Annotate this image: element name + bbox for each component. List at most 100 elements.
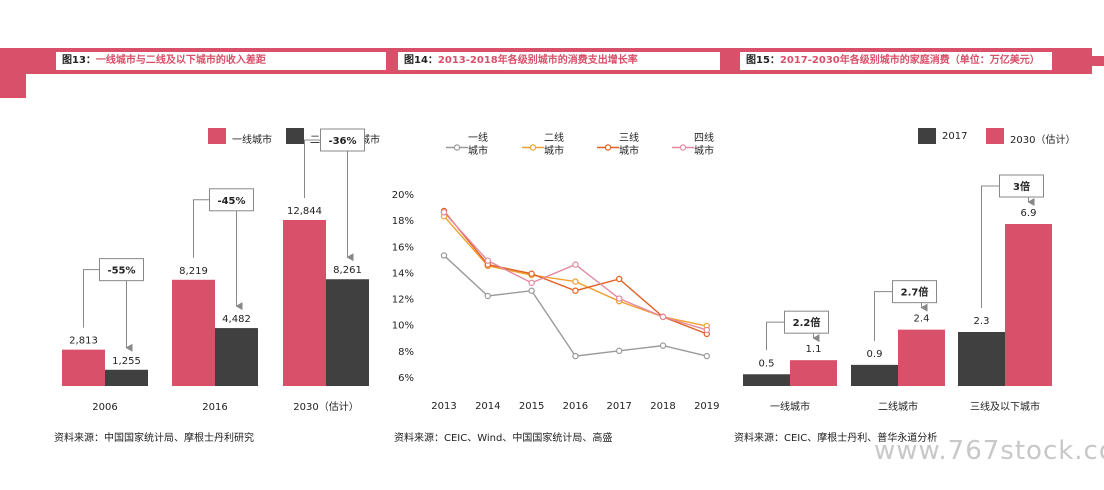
chart15-annotation: 3倍 [1013, 180, 1030, 193]
chart14-title: 图14：2013-2018年各级别城市的消费支出增长率 [398, 52, 720, 70]
chart15-title: 图15：2017-2030年各级别城市的家庭消费（单位：万亿美元） [740, 52, 1052, 70]
chart15-bar-2030 [790, 360, 837, 386]
chart14-xtick-label: 2016 [563, 401, 588, 412]
chart15-title-prefix: 图15： [746, 55, 780, 66]
chart13-annotation: -45% [217, 196, 245, 207]
chart14-point-tier4 [703, 326, 711, 334]
chart13-title-text: 一线城市与二线及以下城市的收入差距 [95, 55, 266, 66]
title-banner-end [1080, 56, 1104, 66]
chart14-title-text: 2013-2018年各级别城市的消费支出增长率 [437, 55, 638, 66]
chart13-legend-swatch-tier1 [208, 128, 226, 144]
chart14-point-tier1 [484, 292, 491, 300]
chart15-bar-2030 [898, 329, 945, 386]
chart14-point-tier3 [616, 275, 623, 283]
chart15-bar-2017 [958, 332, 1005, 386]
chart14-point-tier4 [528, 279, 535, 287]
chart14-ytick-label: 12% [392, 295, 414, 306]
chart14-point-tier1 [659, 342, 667, 349]
chart14-ytick-label: 16% [392, 242, 414, 253]
chart13-annotation-box [320, 128, 365, 152]
chart14-xtick-label: 2013 [431, 401, 456, 412]
chart13-bracket-right [125, 269, 144, 352]
chart13-legend-swatch-lower [286, 128, 304, 144]
chart15-bracket-left [981, 185, 1000, 308]
chart14-point-tier4 [572, 261, 579, 268]
chart14-xtick-label: 2017 [606, 401, 631, 412]
chart14-legend-marker-tier1 [446, 137, 468, 151]
chart15-bar-2017 [743, 374, 790, 386]
chart14-point-tier4 [484, 257, 491, 264]
chart13-value-label: 12,844 [287, 206, 322, 217]
chart14-line-tier3 [443, 210, 708, 335]
chart15-value-label: 6.9 [1021, 208, 1037, 219]
chart14-point-tier1 [616, 347, 623, 355]
chart14-point-tier3 [572, 287, 579, 294]
chart15-annotation-box [892, 280, 937, 304]
chart14-point-tier4 [616, 295, 623, 302]
chart13-bar-lower [215, 328, 258, 386]
chart13-title-prefix: 图13： [62, 55, 96, 66]
chart15-annotation: 2.2倍 [793, 316, 821, 329]
chart13-bar-tier1 [172, 279, 215, 386]
chart14-ytick-label: 10% [392, 321, 414, 332]
chart13-annotation-box [209, 188, 254, 212]
chart14-point-tier1 [572, 352, 579, 360]
chart14-legend-label-tier4: 四线 城市 [694, 133, 714, 157]
chart15-value-label: 0.5 [759, 358, 775, 369]
chart15-bar-2030 [1005, 224, 1052, 386]
chart15-category-label: 三线及以下城市 [970, 400, 1040, 413]
chart14-point-tier3 [528, 270, 535, 277]
chart15-category-label: 一线城市 [770, 400, 810, 413]
chart13-source: 资料来源：中国国家统计局、摩根士丹利研究 [54, 433, 254, 444]
chart15-value-label: 2.3 [974, 316, 990, 327]
chart15-legend-2030: 2030（估计） [1010, 135, 1076, 146]
chart14-ytick-label: 6% [398, 373, 414, 384]
chart15-title-text: 2017-2030年各级别城市的家庭消费（单位：万亿美元） [779, 55, 1040, 66]
chart14-ytick-label: 20% [392, 190, 414, 201]
chart13-value-label: 8,261 [333, 265, 362, 276]
chart15-value-label: 2.4 [914, 314, 930, 325]
chart13-category-label: 2030（估计） [293, 400, 358, 413]
chart14-legend-label-tier1: 一线 城市 [468, 133, 488, 157]
chart14-xtick-label: 2015 [519, 401, 544, 412]
chart15-value-label: 1.1 [806, 344, 822, 355]
chart13-bracket-left [304, 139, 321, 198]
chart13-bar-tier1 [62, 349, 105, 386]
chart13-bar-tier1 [283, 220, 326, 386]
chart15-legend-2017: 2017 [942, 131, 968, 142]
chart15-bracket-left [874, 291, 893, 341]
chart14-point-tier4 [659, 313, 667, 321]
chart15-legend-swatch-2030 [986, 128, 1004, 144]
chart14-source: 资料来源：CEIC、Wind、中国国家统计局、高盛 [394, 433, 613, 444]
chart13-category-label: 2006 [92, 402, 117, 413]
chart13-value-label: 1,255 [112, 356, 141, 367]
chart14-point-tier4 [440, 209, 448, 216]
chart13-category-label: 2016 [202, 402, 227, 413]
chart13-bracket-left [193, 199, 210, 258]
chart14-point-tier2 [572, 278, 579, 285]
chart14-ytick-label: 14% [392, 268, 414, 279]
chart15-annotation-box [784, 310, 829, 334]
chart14-legend-marker-tier3 [597, 137, 619, 151]
chart13-value-label: 4,482 [222, 314, 251, 325]
chart14-point-tier1 [440, 252, 448, 259]
chart15-source: 资料来源：CEIC、摩根士丹利、普华永道分析 [734, 433, 938, 444]
chart13-value-label: 2,813 [69, 336, 98, 347]
chart13-bracket-left [83, 269, 100, 328]
chart14-title-prefix: 图14： [404, 55, 438, 66]
chart14-legend-label-tier2: 二线 城市 [544, 133, 564, 157]
chart15-annotation: 2.7倍 [901, 286, 929, 299]
chart14-line-tier4 [443, 211, 708, 331]
chart13-bar-lower [326, 279, 369, 386]
chart14-legend-marker-tier4 [672, 137, 694, 151]
chart14-legend-label-tier3: 三线 城市 [619, 133, 639, 157]
chart14-point-tier1 [703, 352, 711, 360]
watermark: www.767stock.com [874, 436, 1104, 466]
chart15-bracket-left [766, 321, 785, 351]
chart14-ytick-label: 18% [392, 216, 414, 227]
chart14-xtick-label: 2014 [475, 401, 500, 412]
chart14-ytick-label: 8% [398, 347, 414, 358]
chart13-annotation-box [99, 258, 144, 282]
chart14-point-tier1 [528, 287, 535, 294]
